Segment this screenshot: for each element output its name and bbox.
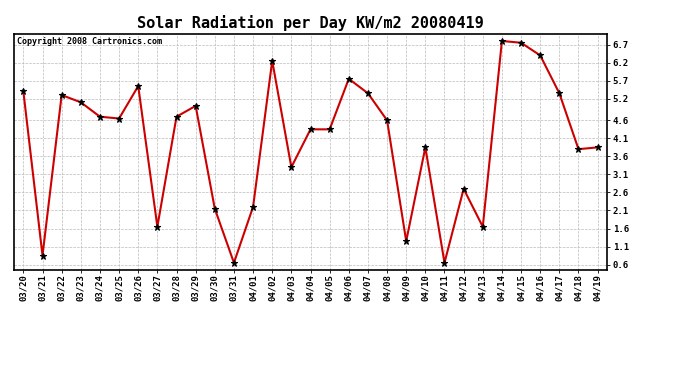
Text: Copyright 2008 Cartronics.com: Copyright 2008 Cartronics.com — [17, 37, 161, 46]
Title: Solar Radiation per Day KW/m2 20080419: Solar Radiation per Day KW/m2 20080419 — [137, 15, 484, 31]
